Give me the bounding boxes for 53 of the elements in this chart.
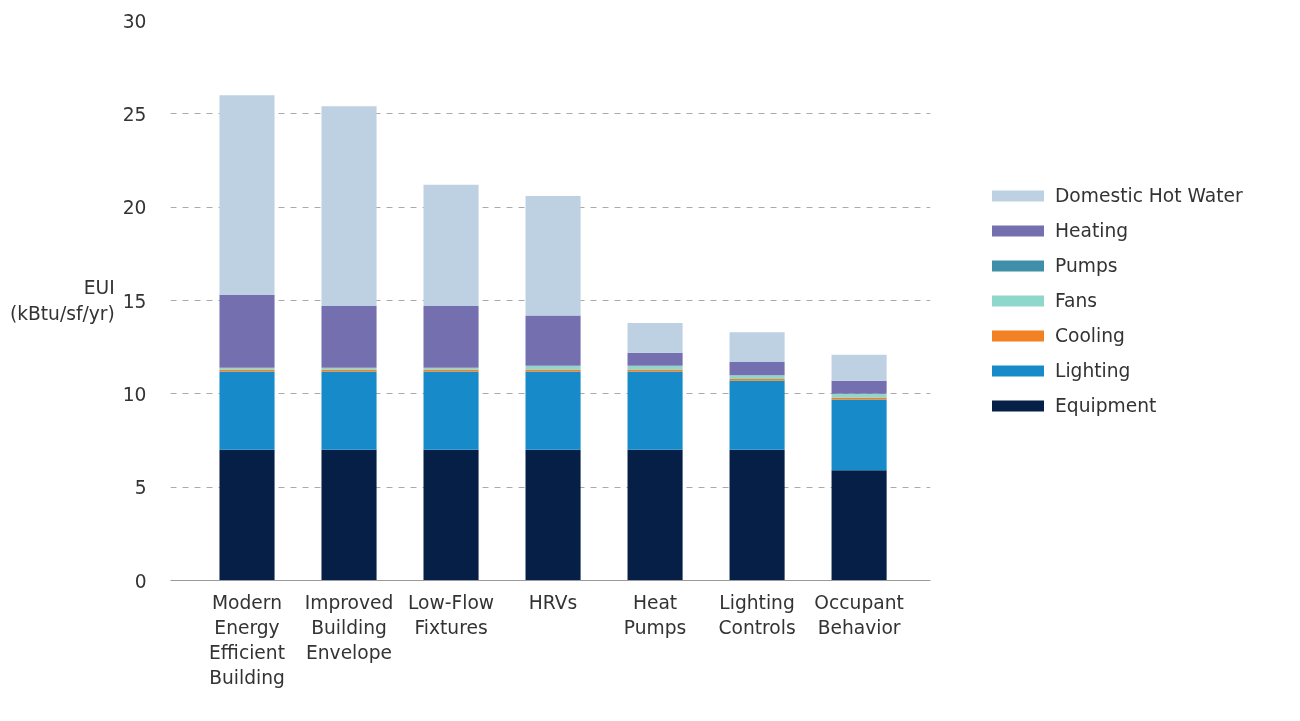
bar — [831, 399, 887, 471]
bar — [627, 365, 683, 370]
x-tick-label: Low-Flow Fixtures — [408, 591, 495, 638]
bar — [321, 371, 377, 450]
bar — [627, 449, 683, 581]
bar — [321, 449, 377, 581]
x-tick-label: HRVs — [528, 591, 578, 613]
legend-label: Cooling — [1055, 324, 1125, 346]
bar — [729, 380, 785, 450]
y-tick-label: 20 — [122, 197, 147, 219]
y-tick-label: 5 — [134, 477, 147, 499]
bar — [831, 393, 887, 398]
bar — [627, 352, 683, 366]
legend-label: Heating — [1055, 219, 1129, 241]
bar — [321, 306, 377, 368]
bar — [729, 449, 785, 581]
bar — [831, 354, 887, 381]
bar — [525, 365, 581, 370]
bar — [831, 470, 887, 581]
bar — [525, 315, 581, 366]
y-axis-title: EUI (kBtu/sf/yr) — [9, 277, 115, 324]
bar — [729, 362, 785, 376]
y-tick-label: 15 — [122, 290, 147, 312]
bar — [219, 95, 275, 295]
bar — [729, 332, 785, 363]
y-tick-label: 30 — [122, 10, 147, 32]
bar — [627, 371, 683, 450]
bar — [525, 449, 581, 581]
bar — [627, 322, 683, 353]
bar — [219, 371, 275, 450]
x-tick-label: Modern Energy Efficient Building — [209, 591, 285, 689]
legend-label: Equipment — [1055, 394, 1157, 416]
bar — [831, 380, 887, 394]
bar — [219, 294, 275, 368]
bar — [423, 449, 479, 581]
bar — [423, 184, 479, 307]
bar — [525, 195, 581, 316]
bar — [525, 371, 581, 450]
legend-label: Pumps — [1055, 254, 1118, 276]
legend-label: Domestic Hot Water — [1055, 184, 1243, 206]
x-tick-label: Lighting Controls — [718, 591, 796, 638]
bar — [423, 371, 479, 450]
legend-label: Fans — [1055, 289, 1097, 311]
y-tick-label: 10 — [122, 383, 147, 405]
x-tick-label: Occupant Behavior — [814, 591, 904, 638]
bar — [219, 449, 275, 581]
bar — [321, 106, 377, 307]
y-tick-label: 25 — [122, 103, 147, 125]
y-tick-label: 0 — [134, 570, 147, 592]
legend-label: Lighting — [1055, 359, 1131, 381]
x-tick-label: Heat Pumps — [623, 591, 687, 638]
x-tick-label: Improved Building Envelope — [304, 591, 394, 663]
bar — [423, 306, 479, 368]
